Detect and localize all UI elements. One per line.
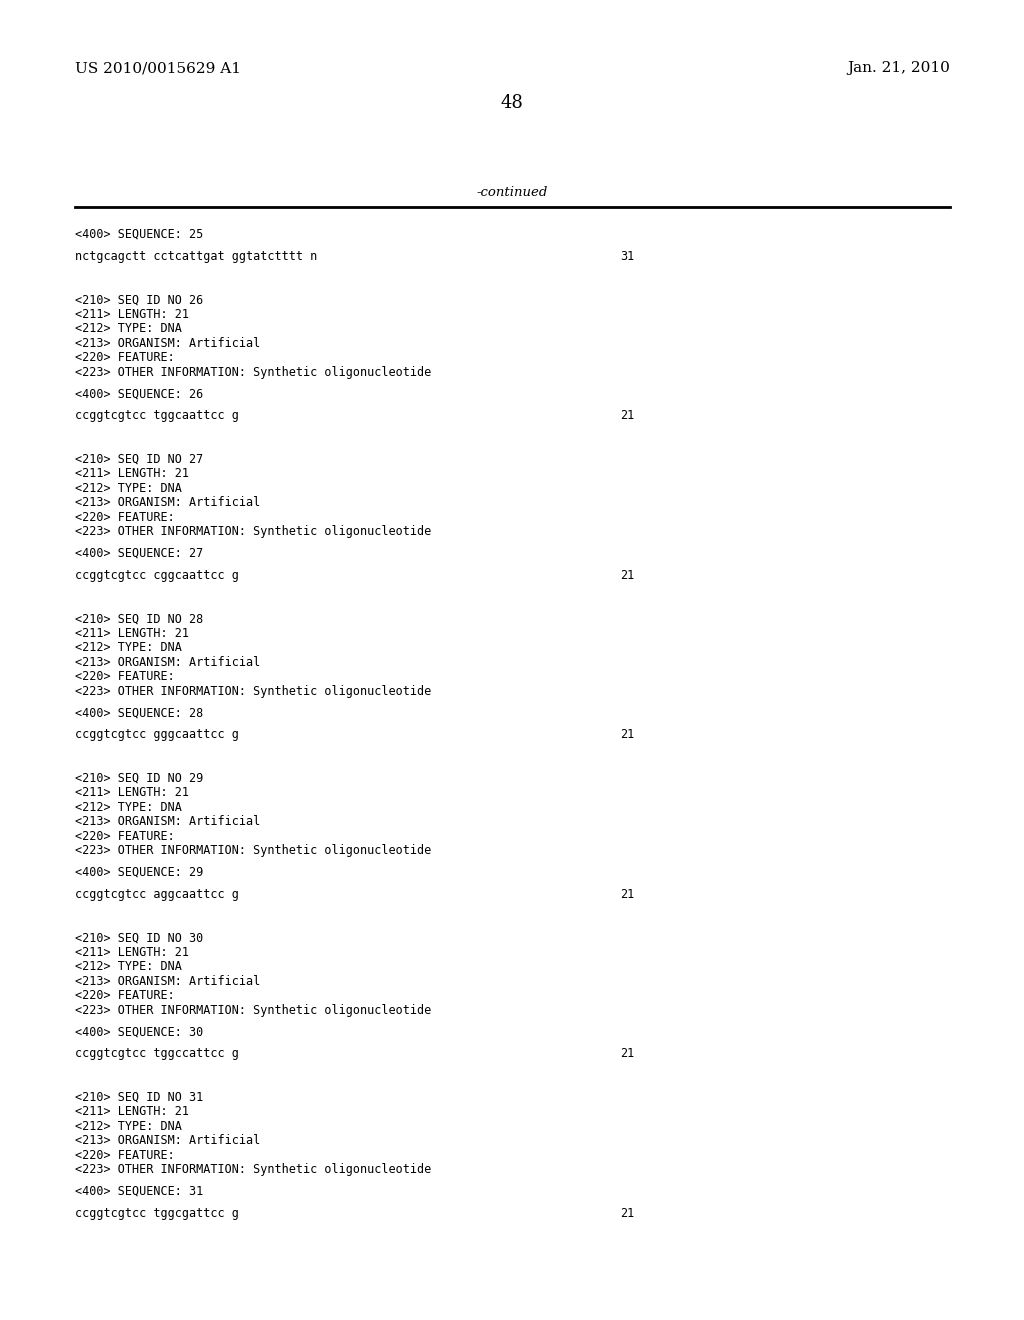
Text: <212> TYPE: DNA: <212> TYPE: DNA (75, 482, 182, 495)
Text: <400> SEQUENCE: 26: <400> SEQUENCE: 26 (75, 388, 203, 400)
Text: <210> SEQ ID NO 28: <210> SEQ ID NO 28 (75, 612, 203, 626)
Text: <220> FEATURE:: <220> FEATURE: (75, 511, 175, 524)
Text: <223> OTHER INFORMATION: Synthetic oligonucleotide: <223> OTHER INFORMATION: Synthetic oligo… (75, 366, 431, 379)
Text: ccggtcgtcc gggcaattcc g: ccggtcgtcc gggcaattcc g (75, 729, 239, 742)
Text: <211> LENGTH: 21: <211> LENGTH: 21 (75, 308, 189, 321)
Text: 21: 21 (620, 409, 634, 422)
Text: ccggtcgtcc tggcaattcc g: ccggtcgtcc tggcaattcc g (75, 409, 239, 422)
Text: 48: 48 (501, 94, 523, 112)
Text: <220> FEATURE:: <220> FEATURE: (75, 989, 175, 1002)
Text: <211> LENGTH: 21: <211> LENGTH: 21 (75, 945, 189, 958)
Text: <223> OTHER INFORMATION: Synthetic oligonucleotide: <223> OTHER INFORMATION: Synthetic oligo… (75, 1003, 431, 1016)
Text: <211> LENGTH: 21: <211> LENGTH: 21 (75, 467, 189, 480)
Text: <213> ORGANISM: Artificial: <213> ORGANISM: Artificial (75, 1134, 260, 1147)
Text: <211> LENGTH: 21: <211> LENGTH: 21 (75, 1105, 189, 1118)
Text: Jan. 21, 2010: Jan. 21, 2010 (847, 61, 950, 75)
Text: <223> OTHER INFORMATION: Synthetic oligonucleotide: <223> OTHER INFORMATION: Synthetic oligo… (75, 525, 431, 539)
Text: ccggtcgtcc aggcaattcc g: ccggtcgtcc aggcaattcc g (75, 888, 239, 900)
Text: <213> ORGANISM: Artificial: <213> ORGANISM: Artificial (75, 974, 260, 987)
Text: <212> TYPE: DNA: <212> TYPE: DNA (75, 642, 182, 655)
Text: <400> SEQUENCE: 28: <400> SEQUENCE: 28 (75, 706, 203, 719)
Text: <211> LENGTH: 21: <211> LENGTH: 21 (75, 627, 189, 640)
Text: <213> ORGANISM: Artificial: <213> ORGANISM: Artificial (75, 496, 260, 510)
Text: <212> TYPE: DNA: <212> TYPE: DNA (75, 1119, 182, 1133)
Text: <210> SEQ ID NO 31: <210> SEQ ID NO 31 (75, 1090, 203, 1104)
Text: <220> FEATURE:: <220> FEATURE: (75, 351, 175, 364)
Text: <210> SEQ ID NO 30: <210> SEQ ID NO 30 (75, 931, 203, 944)
Text: <213> ORGANISM: Artificial: <213> ORGANISM: Artificial (75, 337, 260, 350)
Text: <220> FEATURE:: <220> FEATURE: (75, 830, 175, 842)
Text: 21: 21 (620, 888, 634, 900)
Text: <400> SEQUENCE: 25: <400> SEQUENCE: 25 (75, 228, 203, 242)
Text: <213> ORGANISM: Artificial: <213> ORGANISM: Artificial (75, 656, 260, 669)
Text: ccggtcgtcc tggccattcc g: ccggtcgtcc tggccattcc g (75, 1047, 239, 1060)
Text: <400> SEQUENCE: 29: <400> SEQUENCE: 29 (75, 866, 203, 879)
Text: 31: 31 (620, 249, 634, 263)
Text: <211> LENGTH: 21: <211> LENGTH: 21 (75, 787, 189, 799)
Text: <220> FEATURE:: <220> FEATURE: (75, 671, 175, 684)
Text: <400> SEQUENCE: 27: <400> SEQUENCE: 27 (75, 546, 203, 560)
Text: nctgcagctt cctcattgat ggtatctttt n: nctgcagctt cctcattgat ggtatctttt n (75, 249, 317, 263)
Text: <223> OTHER INFORMATION: Synthetic oligonucleotide: <223> OTHER INFORMATION: Synthetic oligo… (75, 845, 431, 857)
Text: <400> SEQUENCE: 30: <400> SEQUENCE: 30 (75, 1026, 203, 1039)
Text: <210> SEQ ID NO 26: <210> SEQ ID NO 26 (75, 293, 203, 306)
Text: <212> TYPE: DNA: <212> TYPE: DNA (75, 801, 182, 813)
Text: 21: 21 (620, 1206, 634, 1220)
Text: ccggtcgtcc cggcaattcc g: ccggtcgtcc cggcaattcc g (75, 569, 239, 582)
Text: <223> OTHER INFORMATION: Synthetic oligonucleotide: <223> OTHER INFORMATION: Synthetic oligo… (75, 1163, 431, 1176)
Text: <213> ORGANISM: Artificial: <213> ORGANISM: Artificial (75, 816, 260, 828)
Text: <400> SEQUENCE: 31: <400> SEQUENCE: 31 (75, 1185, 203, 1199)
Text: 21: 21 (620, 729, 634, 742)
Text: US 2010/0015629 A1: US 2010/0015629 A1 (75, 61, 241, 75)
Text: <210> SEQ ID NO 29: <210> SEQ ID NO 29 (75, 772, 203, 785)
Text: <212> TYPE: DNA: <212> TYPE: DNA (75, 322, 182, 335)
Text: -continued: -continued (476, 186, 548, 198)
Text: 21: 21 (620, 569, 634, 582)
Text: 21: 21 (620, 1047, 634, 1060)
Text: <210> SEQ ID NO 27: <210> SEQ ID NO 27 (75, 453, 203, 466)
Text: <220> FEATURE:: <220> FEATURE: (75, 1148, 175, 1162)
Text: <212> TYPE: DNA: <212> TYPE: DNA (75, 960, 182, 973)
Text: ccggtcgtcc tggcgattcc g: ccggtcgtcc tggcgattcc g (75, 1206, 239, 1220)
Text: <223> OTHER INFORMATION: Synthetic oligonucleotide: <223> OTHER INFORMATION: Synthetic oligo… (75, 685, 431, 698)
